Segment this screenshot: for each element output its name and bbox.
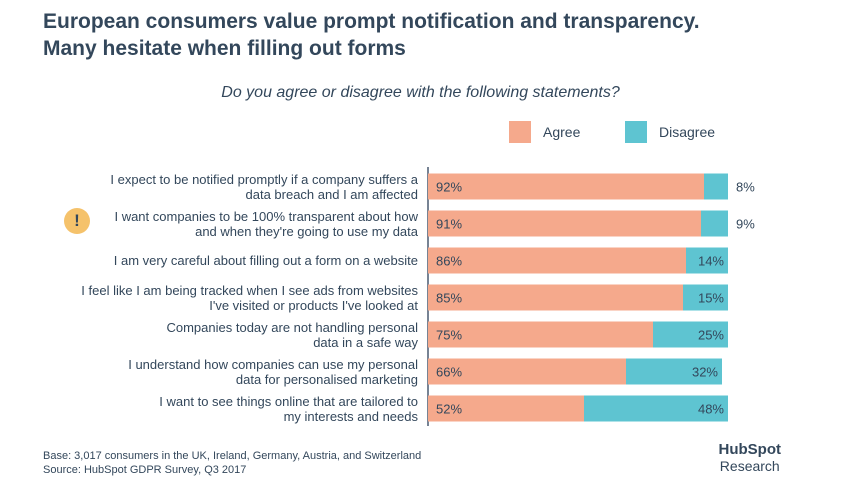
title-line-2: Many hesitate when filling out forms — [43, 37, 406, 60]
category-label-line: I want to see things online that are tai… — [159, 393, 418, 409]
value-label-agree: 91% — [436, 217, 462, 232]
value-label-disagree: 8% — [736, 180, 755, 195]
bar-disagree — [686, 247, 728, 274]
footer-source: Source: HubSpot GDPR Survey, Q3 2017 — [43, 464, 247, 476]
category-label-line: I want companies to be 100% transparent … — [114, 208, 418, 224]
category-label: Companies today are not handling persona… — [0, 320, 418, 350]
legend-label-disagree: Disagree — [659, 124, 716, 140]
category-label-line: I am very careful about filling out a fo… — [113, 253, 418, 268]
value-label-disagree: 32% — [692, 365, 718, 380]
brand-research: Research — [719, 458, 780, 474]
legend-item-disagree: Disagree — [625, 121, 715, 143]
value-label-disagree: 9% — [736, 217, 755, 232]
category-label: I want to see things online that are tai… — [0, 394, 418, 424]
category-label: I feel like I am being tracked when I se… — [0, 283, 418, 313]
category-label-line: I feel like I am being tracked when I se… — [81, 282, 418, 298]
category-label: I expect to be notified promptly if a co… — [0, 172, 418, 202]
category-label-line: my interests and needs — [283, 408, 418, 424]
value-label-agree: 92% — [436, 180, 462, 195]
category-label: I am very careful about filling out a fo… — [0, 253, 418, 268]
bar-disagree — [584, 395, 728, 422]
chart-subtitle: Do you agree or disagree with the follow… — [221, 84, 620, 101]
category-label-line: data breach and I am affected — [245, 186, 419, 202]
footer-base: Base: 3,017 consumers in the UK, Ireland… — [43, 450, 422, 462]
brand: HubSpot Research — [719, 441, 781, 474]
value-label-disagree: 14% — [698, 254, 724, 269]
bar-agree — [428, 173, 704, 200]
category-label: I want companies to be 100% transparent … — [0, 209, 418, 239]
bar-disagree — [626, 358, 722, 385]
category-label-line: I've visited or products I've looked at — [209, 297, 418, 313]
value-label-disagree: 48% — [698, 402, 724, 417]
legend-item-agree: Agree — [509, 121, 580, 143]
exclamation-icon: ! — [64, 208, 90, 234]
bar-agree — [428, 210, 701, 237]
category-label-line: data for personalised marketing — [235, 371, 418, 387]
bar-agree — [428, 358, 626, 385]
bar-agree — [428, 395, 584, 422]
bar-disagree — [653, 321, 728, 348]
value-label-agree: 52% — [436, 402, 462, 417]
bar-disagree — [683, 284, 728, 311]
bar-disagree — [704, 173, 728, 200]
legend-swatch-agree — [509, 121, 531, 143]
category-label-line: data in a safe way — [313, 334, 418, 350]
chart-title: European consumers value prompt notifica… — [43, 8, 823, 62]
bar-agree — [428, 247, 686, 274]
value-label-agree: 86% — [436, 254, 462, 269]
category-label-line: Companies today are not handling persona… — [166, 319, 418, 335]
category-label-line: I expect to be notified promptly if a co… — [110, 171, 418, 187]
bar-agree — [428, 284, 683, 311]
category-label-line: I understand how companies can use my pe… — [128, 356, 418, 372]
value-label-disagree: 15% — [698, 291, 724, 306]
bar-agree — [428, 321, 653, 348]
value-label-disagree: 25% — [698, 328, 724, 343]
hubspot-logo: HubSpot — [718, 441, 781, 458]
bar-disagree — [701, 210, 728, 237]
legend-swatch-disagree — [625, 121, 647, 143]
value-label-agree: 66% — [436, 365, 462, 380]
footer: Base: 3,017 consumers in the UK, Ireland… — [43, 449, 421, 477]
category-label: I understand how companies can use my pe… — [0, 357, 418, 387]
title-line-1: European consumers value prompt notifica… — [43, 10, 700, 33]
category-label-line: and when they're going to use my data — [195, 223, 418, 239]
value-label-agree: 85% — [436, 291, 462, 306]
legend-label-agree: Agree — [543, 124, 581, 140]
value-label-agree: 75% — [436, 328, 462, 343]
